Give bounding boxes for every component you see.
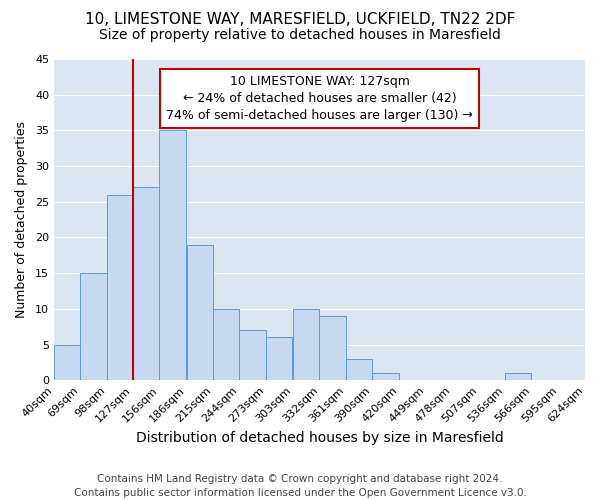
Bar (80, 273, 107, 380)
X-axis label: Distribution of detached houses by size in Maresfield: Distribution of detached houses by size … (136, 431, 503, 445)
Bar (107, 194, 133, 380)
Text: Contains HM Land Registry data © Crown copyright and database right 2024.
Contai: Contains HM Land Registry data © Crown c… (74, 474, 526, 498)
Bar (293, 309, 319, 380)
Bar (133, 188, 160, 380)
Bar (266, 338, 292, 380)
Bar (160, 130, 186, 380)
Text: Size of property relative to detached houses in Maresfield: Size of property relative to detached ho… (99, 28, 501, 42)
Bar (54, 344, 80, 380)
Bar (372, 373, 398, 380)
Bar (213, 309, 239, 380)
Bar (319, 316, 346, 380)
Text: 10, LIMESTONE WAY, MARESFIELD, UCKFIELD, TN22 2DF: 10, LIMESTONE WAY, MARESFIELD, UCKFIELD,… (85, 12, 515, 28)
Y-axis label: Number of detached properties: Number of detached properties (15, 121, 28, 318)
Text: 10 LIMESTONE WAY: 127sqm
← 24% of detached houses are smaller (42)
74% of semi-d: 10 LIMESTONE WAY: 127sqm ← 24% of detach… (166, 75, 473, 122)
Bar (239, 330, 266, 380)
Bar (187, 244, 213, 380)
Bar (505, 373, 532, 380)
Bar (346, 359, 372, 380)
